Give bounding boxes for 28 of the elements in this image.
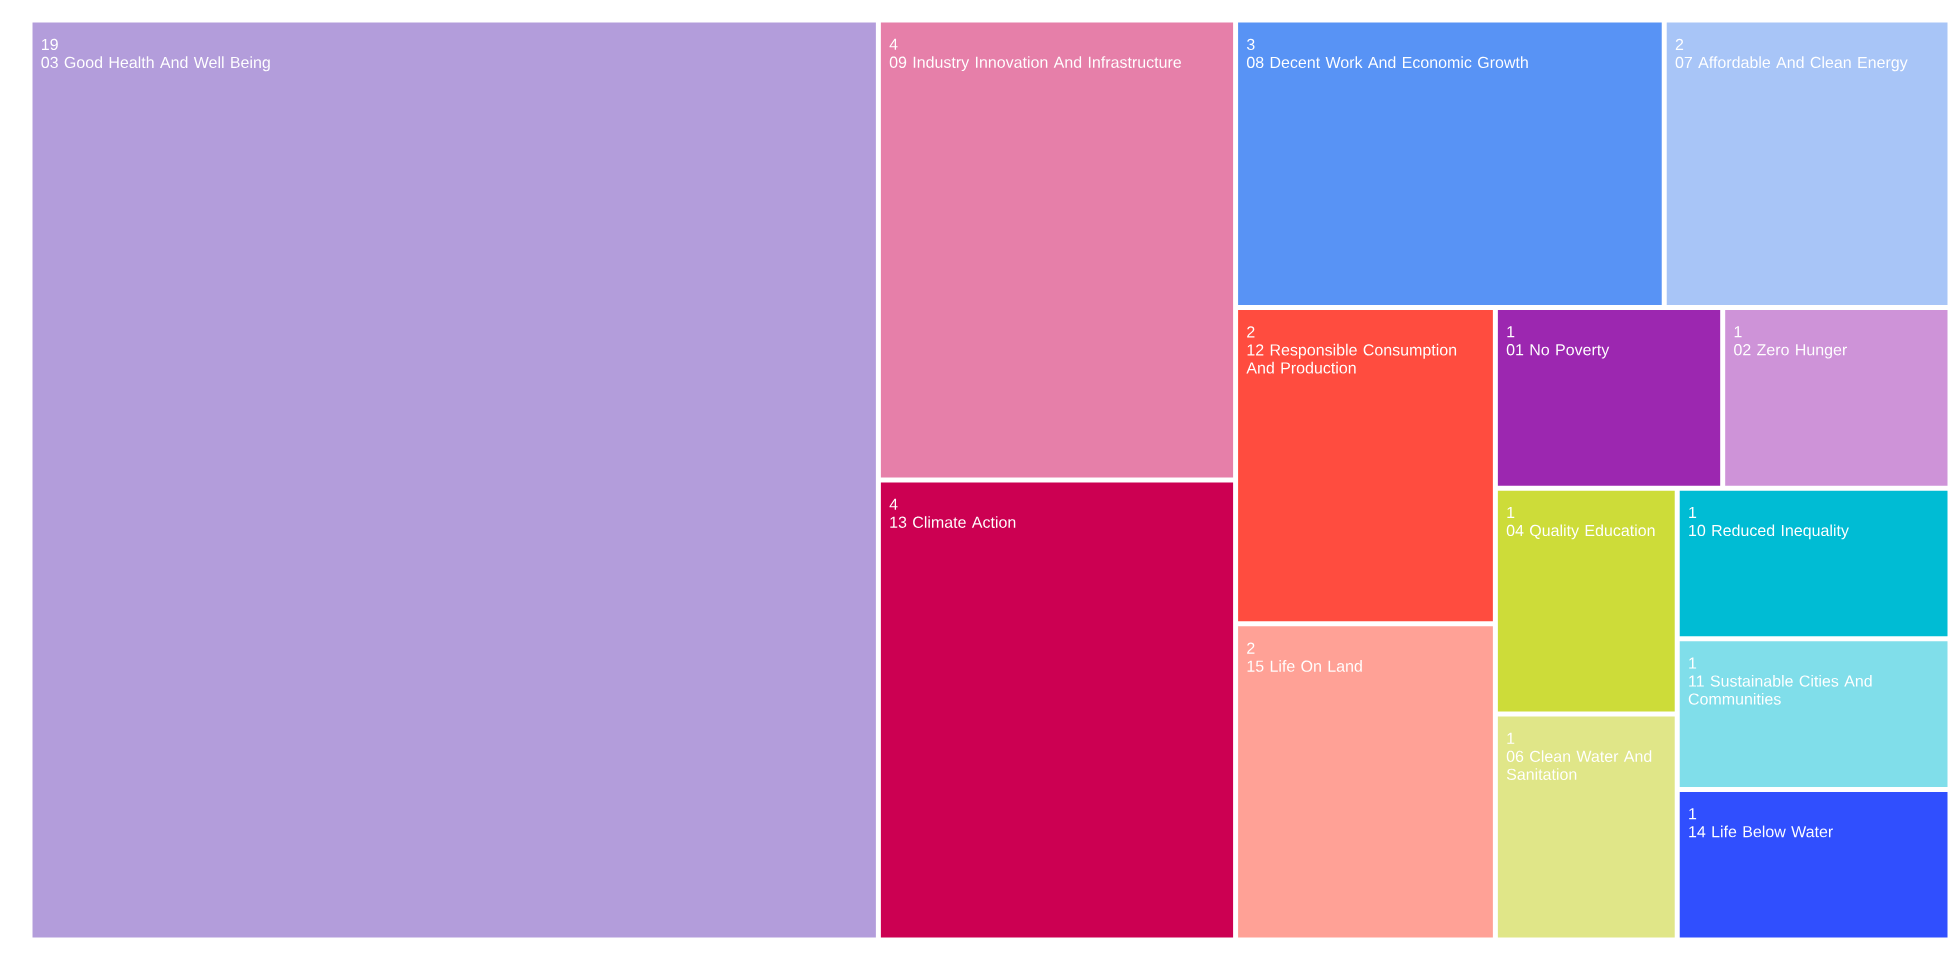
category-label: 03 Good Health And Well Being xyxy=(41,56,270,72)
category-label: 10 Reduced Inequality xyxy=(1689,524,1849,540)
category-label: 02 Zero Hunger xyxy=(1734,344,1847,359)
data-label: 3 xyxy=(1246,38,1255,51)
category-label: 06 Clean Water And Sanitation xyxy=(1506,750,1652,781)
category-label: 12 Responsible Consumption And Production xyxy=(1246,343,1457,374)
data-label: 1 xyxy=(1734,326,1742,338)
category-label: 11 Sustainable Cities And Communities xyxy=(1688,674,1872,705)
data-label: 19 xyxy=(41,38,58,51)
category-label: 13 Climate Action xyxy=(890,516,1016,528)
data-label: 2 xyxy=(1247,326,1255,338)
data-label: 1 xyxy=(1507,506,1515,518)
category-label: 09 Industry Innovation And Infrastructure xyxy=(889,56,1181,72)
data-label: 1 xyxy=(1689,808,1697,820)
data-label: 2 xyxy=(1675,38,1684,50)
category-label: 04 Quality Education xyxy=(1506,524,1655,540)
data-label: 4 xyxy=(889,498,898,510)
data-label: 1 xyxy=(1689,506,1697,518)
data-label: 1 xyxy=(1689,657,1697,669)
data-label: 2 xyxy=(1247,642,1255,654)
category-label: 14 Life Below Water xyxy=(1689,825,1833,838)
category-label: 01 No Poverty xyxy=(1506,344,1610,359)
category-label: 08 Decent Work And Economic Growth xyxy=(1246,56,1528,69)
category-label: 07 Affordable And Clean Energy xyxy=(1675,56,1908,72)
category-label: 15 Life On Land xyxy=(1247,660,1362,672)
data-label: 1 xyxy=(1507,732,1515,744)
data-label: 4 xyxy=(889,38,898,50)
data-label: 1 xyxy=(1507,326,1515,338)
